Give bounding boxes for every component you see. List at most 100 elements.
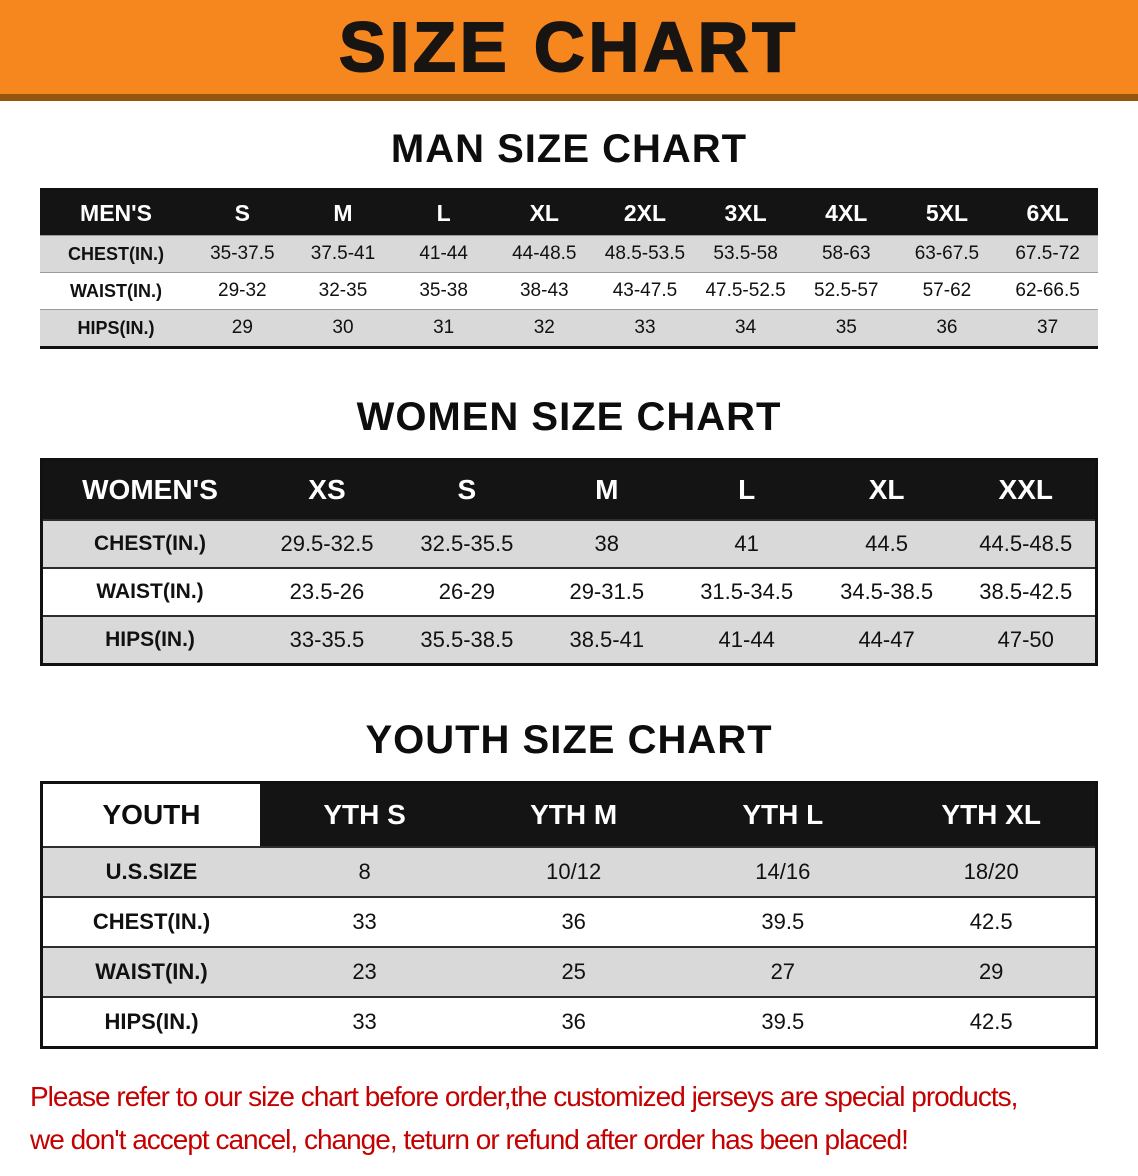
size-value-cell: 42.5 xyxy=(969,909,1013,934)
measurement-row: WAIST(IN.) 23 25 27 29 xyxy=(41,947,1097,997)
size-value-cell: 32 xyxy=(533,317,555,338)
size-value-cell: 33 xyxy=(352,909,377,934)
row-label-cell: WAIST(IN.) xyxy=(70,280,162,301)
measurement-row: WAIST(IN.) 23.5-26 26-29 29-31.5 31.5-34.5 34… xyxy=(41,568,1097,616)
size-header-cell: XS xyxy=(257,459,397,520)
size-value-cell: 29 xyxy=(231,317,253,338)
size-value-cell: 63-67.5 xyxy=(914,243,980,264)
size-header-cell: 4XL xyxy=(795,189,897,236)
size-header-cell: YTH XL xyxy=(887,782,1097,847)
size-value-cell: 33 xyxy=(634,317,656,338)
size-value-cell: 38.5-41 xyxy=(569,627,645,652)
disclaimer-line-1: Please refer to our size chart before or… xyxy=(30,1081,1018,1112)
row-label-cell: HIPS(IN.) xyxy=(104,1009,199,1034)
size-value-cell: 67.5-72 xyxy=(1015,243,1080,264)
size-value-cell: 27 xyxy=(770,959,796,984)
size-value-cell: 35.5-38.5 xyxy=(420,627,514,652)
size-value-cell: 47-50 xyxy=(997,627,1054,652)
men-size-chart-section: MAN SIZE CHART MEN'S S M L XL 2XL 3XL 4XL 5XL 6XL… xyxy=(0,127,1138,349)
size-header-cell: YTH M xyxy=(469,782,679,847)
table-title-cell: WOMEN'S xyxy=(41,459,257,520)
size-value-cell: 31 xyxy=(433,317,455,338)
table-header-row: YOUTH YTH S YTH M YTH L YTH XL xyxy=(41,782,1097,847)
size-value-cell: 41-44 xyxy=(718,627,775,652)
size-value-cell: 32.5-35.5 xyxy=(420,531,514,556)
size-value-cell: 47.5-52.5 xyxy=(705,280,786,301)
size-header-cell: YTH S xyxy=(260,782,470,847)
size-value-cell: 44-47 xyxy=(858,627,915,652)
table-header-row: WOMEN'S XS S M L XL XXL xyxy=(41,459,1097,520)
measurement-row: CHEST(IN.) 33 36 39.5 42.5 xyxy=(41,897,1097,947)
size-value-cell: 36 xyxy=(561,909,586,934)
size-header-cell: 3XL xyxy=(695,189,796,236)
disclaimer-line-2: we don't accept cancel, change, teturn o… xyxy=(30,1124,909,1156)
size-value-cell: 37 xyxy=(1037,317,1059,338)
row-label-cell: WAIST(IN.) xyxy=(95,959,208,984)
size-header-cell: S xyxy=(192,189,293,236)
men-size-table: MEN'S S M L XL 2XL 3XL 4XL 5XL 6XL CHEST(IN.) 35-37… xyxy=(40,188,1098,349)
size-value-cell: 38.5-42.5 xyxy=(979,579,1073,604)
size-value-cell: 58-63 xyxy=(821,243,871,264)
women-section-heading: WOMEN SIZE CHART xyxy=(356,395,782,439)
size-value-cell: 39.5 xyxy=(761,909,805,934)
size-value-cell: 23 xyxy=(352,959,377,984)
size-value-cell: 34 xyxy=(735,317,757,338)
size-header-cell: 5XL xyxy=(896,189,998,236)
row-label-cell: HIPS(IN.) xyxy=(77,317,155,338)
size-value-cell: 8 xyxy=(358,859,371,884)
youth-size-table: YOUTH YTH S YTH M YTH L YTH XL U.S.SIZE 8 10/12… xyxy=(40,781,1098,1049)
size-value-cell: 38 xyxy=(594,531,619,556)
row-label-cell: CHEST(IN.) xyxy=(94,532,206,555)
women-size-table: WOMEN'S XS S M L XL XXL CHEST(IN.) 29.5-32.5 32.5… xyxy=(40,458,1098,666)
row-label-cell: CHEST(IN.) xyxy=(92,909,211,934)
row-label-cell: CHEST(IN.) xyxy=(68,243,164,264)
size-value-cell: 62-66.5 xyxy=(1015,280,1080,301)
size-header-cell: L xyxy=(676,459,817,520)
size-header-cell: 6XL xyxy=(997,189,1098,236)
men-section-heading: MAN SIZE CHART xyxy=(390,127,748,171)
size-value-cell: 57-62 xyxy=(922,280,972,301)
table-title-cell: MEN'S xyxy=(40,189,192,236)
measurement-row: HIPS(IN.) 29 30 31 32 33 34 35 36 37 xyxy=(40,309,1098,348)
size-value-cell: 53.5-58 xyxy=(713,243,778,264)
banner-title: SIZE CHART xyxy=(338,8,799,86)
size-value-cell: 25 xyxy=(561,959,586,984)
table-header-row: MEN'S S M L XL 2XL 3XL 4XL 5XL 6XL xyxy=(40,189,1098,236)
size-value-cell: 32-35 xyxy=(318,280,368,301)
size-header-cell: 2XL xyxy=(594,189,696,236)
size-value-cell: 30 xyxy=(332,317,354,338)
size-value-cell: 44-48.5 xyxy=(512,243,577,264)
size-value-cell: 35-37.5 xyxy=(210,243,275,264)
size-value-cell: 37.5-41 xyxy=(310,243,376,264)
size-value-cell: 36 xyxy=(561,1009,586,1034)
size-value-cell: 38-43 xyxy=(519,280,569,301)
measurement-row: U.S.SIZE 8 10/12 14/16 18/20 xyxy=(41,847,1097,897)
size-value-cell: 42.5 xyxy=(969,1009,1013,1034)
size-value-cell: 23.5-26 xyxy=(289,579,365,604)
size-value-cell: 33 xyxy=(352,1009,377,1034)
size-header-cell: M xyxy=(536,459,677,520)
size-value-cell: 10/12 xyxy=(546,859,602,884)
size-value-cell: 41-44 xyxy=(419,243,468,264)
size-header-cell: XL xyxy=(816,459,957,520)
measurement-row: WAIST(IN.) 29-32 32-35 35-38 38-43 43-47.5 47.… xyxy=(40,272,1098,310)
size-header-cell: L xyxy=(393,189,494,236)
size-header-cell: S xyxy=(396,459,537,520)
size-value-cell: 44.5-48.5 xyxy=(979,531,1073,556)
row-label-cell: WAIST(IN.) xyxy=(96,580,204,603)
size-value-cell: 44.5 xyxy=(865,531,908,556)
table-title-cell: YOUTH xyxy=(41,782,260,847)
row-label-cell: U.S.SIZE xyxy=(105,859,198,884)
size-value-cell: 14/16 xyxy=(755,859,811,884)
size-value-cell: 36 xyxy=(936,317,958,338)
size-value-cell: 33-35.5 xyxy=(289,627,365,652)
size-header-cell: YTH L xyxy=(678,782,888,847)
row-label-cell: HIPS(IN.) xyxy=(105,628,195,651)
youth-size-chart-section: YOUTH SIZE CHART YOUTH YTH S YTH M YTH L YTH… xyxy=(0,718,1138,1049)
measurement-row: HIPS(IN.) 33-35.5 35.5-38.5 38.5-41 41-44 44-… xyxy=(41,616,1097,665)
women-size-chart-section: WOMEN SIZE CHART WOMEN'S XS S M L XL XXL CHEST(… xyxy=(0,395,1138,666)
size-value-cell: 41 xyxy=(734,531,759,556)
measurement-row: HIPS(IN.) 33 36 39.5 42.5 xyxy=(41,997,1097,1048)
size-value-cell: 48.5-53.5 xyxy=(604,243,686,264)
